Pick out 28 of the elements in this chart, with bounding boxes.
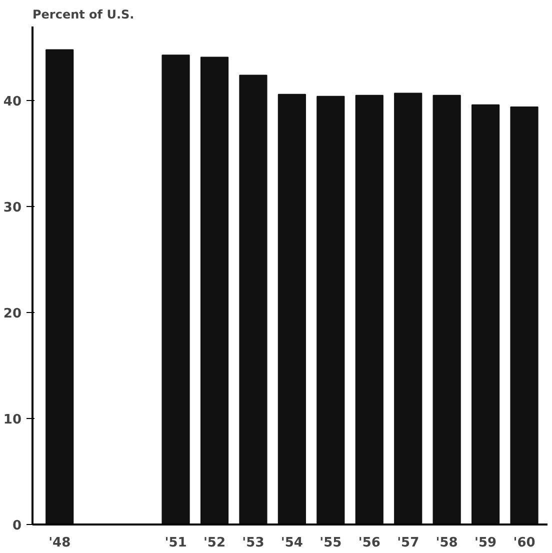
x-tick-label: '51 [164,536,187,550]
x-tick-label: '54 [280,536,303,550]
x-tick-label: '52 [203,536,226,550]
x-tick-label: '55 [320,536,342,550]
y-tick-label: 30 [3,200,22,216]
x-tick-label: '57 [397,536,420,550]
bar [316,96,345,524]
x-tick-label: '48 [48,536,71,550]
x-tick-label: '56 [358,536,380,550]
y-tick-label: 20 [3,306,22,322]
bar [200,56,229,524]
bar [471,104,500,524]
y-tick-label: 0 [12,518,22,534]
bar [239,74,268,524]
bar [355,94,384,524]
x-tick-label: '59 [474,536,497,550]
bar [432,94,461,524]
bar [510,106,538,524]
y-axis-title: Percent of U.S. [32,8,134,22]
bar [278,94,306,524]
x-tick-label: '60 [513,536,536,550]
x-tick-label: '58 [436,536,458,550]
bar [394,92,422,524]
y-tick-label: 10 [3,412,22,428]
bar [46,49,74,524]
x-tick-label: '53 [242,536,264,550]
y-tick-label: 40 [3,94,22,110]
bar [162,54,190,524]
